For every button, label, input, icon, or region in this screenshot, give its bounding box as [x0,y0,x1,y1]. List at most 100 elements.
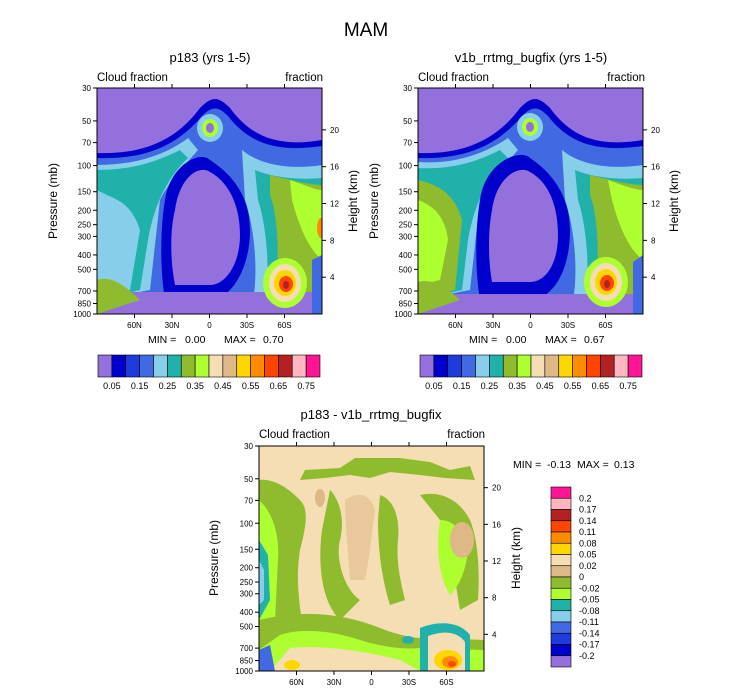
colorbar-swatch [550,599,572,612]
height-tick-label: 12 [651,200,660,209]
panel-title: p183 - v1b_rrtmg_bugfix [301,407,442,422]
height-tick-label: 16 [330,163,339,172]
y2-axis-label: Height (km) [667,170,681,232]
colorbar-swatch [97,354,113,378]
pressure-tick-label: 500 [399,265,413,274]
colorbar: 0.20.170.140.110.080.050.020-0.02-0.05-0… [550,486,600,668]
max-value: 0.67 [584,334,605,346]
colorbar: 0.05 0.15 0.25 0.35 0.45 0.55 0.65 0.75 [419,354,643,391]
colorbar-swatch [111,354,127,378]
pressure-tick-label: 500 [78,265,92,274]
colorbar-label: -0.17 [579,640,600,650]
field-label-right: fraction [607,72,645,84]
y-axis-label: Pressure (mb) [367,163,381,239]
lat-tick-label: 30N [486,321,501,330]
colorbar-label: 0.08 [579,538,597,548]
pressure-tick-label: 30 [82,84,91,93]
colorbar-swatch [516,354,532,378]
field-label-left: Cloud fraction [259,429,330,441]
panel-title: p183 (yrs 1-5) [170,50,251,65]
pressure-tick-label: 500 [240,623,254,632]
height-ticks: 20 16 12 8 4 [643,126,660,282]
colorbar-label: 0.05 [579,550,597,560]
panel-difference: p183 - v1b_rrtmg_bugfix Cloud fraction f… [207,407,635,687]
lat-tick-label: 0 [369,678,374,687]
lat-tick-label: 60S [598,321,612,330]
colorbar-swatch [489,354,504,378]
colorbar-swatch [502,354,518,378]
colorbar-label: 0.65 [592,381,610,391]
pressure-tick-label: 30 [244,442,253,451]
figure-title: MAM [344,20,388,41]
colorbar-swatch [305,354,321,378]
colorbar-swatch [550,632,572,645]
colorbar-swatch [550,644,572,657]
height-tick-label: 20 [651,126,660,135]
colorbar-label: 0.55 [564,381,582,391]
colorbar-swatch [550,486,572,499]
contour-field [259,446,484,671]
pressure-tick-label: 250 [240,578,254,587]
colorbar-label: 0.15 [131,381,149,391]
colorbar-swatch [461,354,476,378]
colorbar-swatch [125,354,140,378]
pressure-tick-label: 250 [78,221,92,230]
colorbar-label: 0.75 [619,381,637,391]
lat-tick-label: 60S [439,678,453,687]
colorbar-label: 0.05 [425,381,443,391]
colorbar-swatch [572,354,587,378]
colorbar-swatch [194,354,210,378]
colorbar-swatch [550,520,572,533]
height-tick-label: 8 [651,236,656,245]
pressure-tick-label: 400 [399,251,413,260]
colorbar-label: 0.45 [214,381,232,391]
pressure-tick-label: 700 [399,287,413,296]
colorbar-swatch [475,354,490,378]
colorbar-label: 0.45 [536,381,554,391]
pressure-tick-label: 300 [78,232,92,241]
lat-tick-label: 60N [289,678,304,687]
height-tick-label: 8 [492,594,497,603]
colorbar-label: 0.25 [159,381,177,391]
max-value: 0.13 [614,459,635,471]
colorbar-swatch [550,509,572,522]
colorbar-swatch [550,576,572,589]
colorbar-label: -0.05 [579,595,600,605]
pressure-tick-label: 400 [240,608,254,617]
colorbar-label: 0.75 [297,381,315,391]
colorbar-swatch [544,354,560,378]
pressure-tick-label: 50 [403,117,412,126]
colorbar-swatch [153,354,168,378]
colorbar-swatch [291,354,307,378]
colorbar-label: -0.02 [579,583,600,593]
colorbar-swatch [613,354,629,378]
colorbar-swatch [550,587,572,600]
pressure-tick-label: 50 [82,117,91,126]
colorbar-label: -0.08 [579,606,600,616]
colorbar-label: 0.65 [270,381,288,391]
colorbar-swatch [236,354,251,378]
lat-tick-label: 30S [240,321,254,330]
pressure-tick-label: 50 [244,475,253,484]
lat-tick-label: 30N [327,678,342,687]
min-label: MIN = [513,459,541,471]
height-tick-label: 4 [651,273,656,282]
pressure-tick-label: 150 [240,545,254,554]
pressure-tick-label: 700 [240,644,254,653]
pressure-tick-label: 150 [399,188,413,197]
pressure-tick-label: 300 [399,232,413,241]
max-label: MAX = [224,334,256,346]
pressure-tick-label: 300 [240,590,254,599]
pressure-tick-label: 70 [244,496,253,505]
pressure-tick-label: 850 [78,300,92,309]
colorbar-label: 0.55 [242,381,260,391]
height-tick-label: 4 [330,273,335,282]
contour-field [418,88,643,314]
height-tick-label: 8 [330,236,335,245]
min-label: MIN = [469,334,497,346]
colorbar-label: 0.17 [579,505,597,515]
